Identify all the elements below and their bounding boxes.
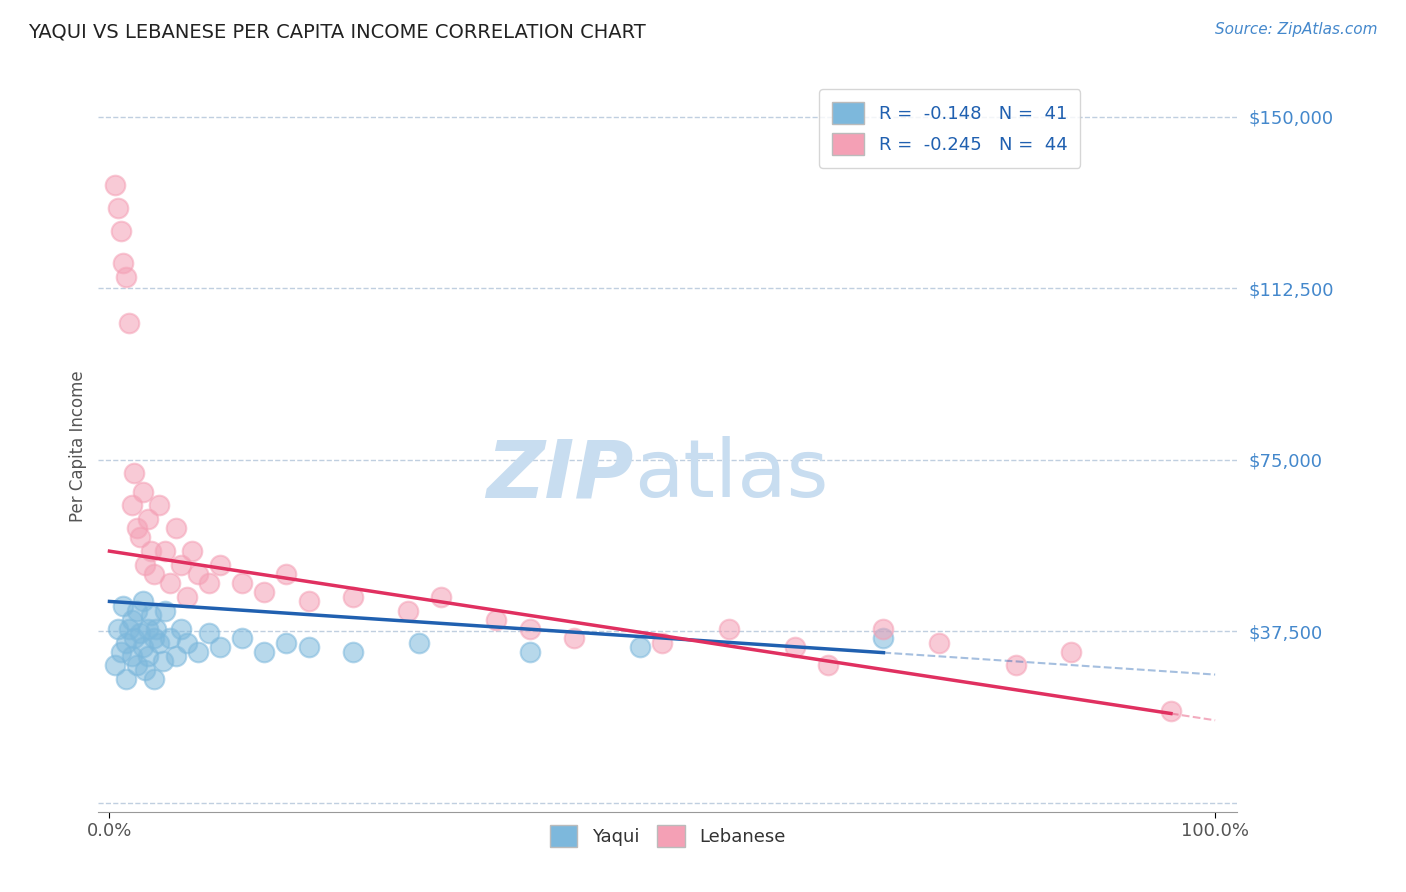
Point — [165, 521, 187, 535]
Point — [519, 645, 541, 659]
Point — [134, 558, 156, 572]
Point — [104, 658, 127, 673]
Point — [651, 635, 673, 649]
Point — [253, 585, 276, 599]
Point — [136, 512, 159, 526]
Point — [342, 590, 364, 604]
Point — [127, 658, 149, 673]
Point — [1160, 704, 1182, 718]
Point — [170, 558, 193, 572]
Point — [131, 594, 153, 608]
Point — [136, 622, 159, 636]
Point — [122, 467, 145, 481]
Point — [253, 645, 276, 659]
Point — [118, 316, 141, 330]
Point — [121, 499, 143, 513]
Text: ZIP: ZIP — [486, 436, 634, 515]
Point — [142, 631, 165, 645]
Point — [231, 576, 253, 591]
Point — [170, 622, 193, 636]
Text: Source: ZipAtlas.com: Source: ZipAtlas.com — [1215, 22, 1378, 37]
Point — [297, 594, 319, 608]
Point — [187, 645, 209, 659]
Point — [176, 590, 198, 604]
Point — [198, 576, 221, 591]
Y-axis label: Per Capita Income: Per Capita Income — [69, 370, 87, 522]
Point — [209, 640, 232, 655]
Point — [115, 269, 138, 284]
Point — [145, 622, 167, 636]
Point — [129, 626, 152, 640]
Point — [872, 631, 894, 645]
Point — [1005, 658, 1028, 673]
Point — [152, 654, 174, 668]
Point — [153, 603, 176, 617]
Point — [430, 590, 453, 604]
Point — [111, 256, 134, 270]
Point — [115, 672, 138, 686]
Point — [276, 567, 298, 582]
Point — [131, 484, 153, 499]
Point — [118, 622, 141, 636]
Point — [1060, 645, 1083, 659]
Point — [121, 649, 143, 664]
Point — [181, 544, 204, 558]
Text: atlas: atlas — [634, 436, 828, 515]
Point — [107, 201, 129, 215]
Point — [519, 622, 541, 636]
Point — [198, 626, 221, 640]
Point — [817, 658, 839, 673]
Point — [142, 567, 165, 582]
Point — [127, 521, 149, 535]
Point — [148, 635, 170, 649]
Point — [134, 663, 156, 677]
Point — [110, 224, 132, 238]
Point — [408, 635, 430, 649]
Point — [159, 576, 181, 591]
Point — [342, 645, 364, 659]
Point — [297, 640, 319, 655]
Point — [562, 631, 585, 645]
Point — [209, 558, 232, 572]
Point — [127, 603, 149, 617]
Point — [872, 622, 894, 636]
Point — [122, 631, 145, 645]
Point — [485, 613, 508, 627]
Point — [110, 645, 132, 659]
Point — [783, 640, 806, 655]
Point — [141, 608, 163, 623]
Point — [276, 635, 298, 649]
Point — [107, 622, 129, 636]
Point — [396, 603, 419, 617]
Point — [176, 635, 198, 649]
Point — [928, 635, 950, 649]
Point — [104, 178, 127, 193]
Point — [165, 649, 187, 664]
Point — [717, 622, 740, 636]
Point — [153, 544, 176, 558]
Point — [142, 672, 165, 686]
Legend: Yaqui, Lebanese: Yaqui, Lebanese — [543, 817, 793, 854]
Point — [115, 635, 138, 649]
Point — [131, 640, 153, 655]
Point — [231, 631, 253, 645]
Point — [111, 599, 134, 613]
Point — [136, 649, 159, 664]
Point — [129, 530, 152, 544]
Text: YAQUI VS LEBANESE PER CAPITA INCOME CORRELATION CHART: YAQUI VS LEBANESE PER CAPITA INCOME CORR… — [28, 22, 645, 41]
Point — [187, 567, 209, 582]
Point — [159, 631, 181, 645]
Point — [148, 499, 170, 513]
Point — [121, 613, 143, 627]
Point — [628, 640, 651, 655]
Point — [141, 544, 163, 558]
